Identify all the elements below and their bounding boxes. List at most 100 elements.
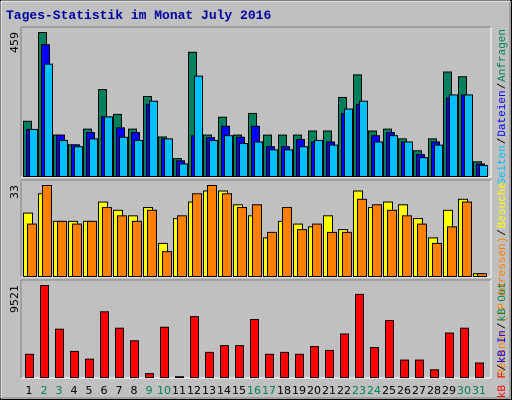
bar: [385, 319, 394, 379]
bar: [175, 376, 184, 378]
x-tick-label: 3: [56, 384, 63, 397]
legend-separator: /: [497, 83, 509, 90]
x-tick-label: 17: [262, 384, 276, 397]
bar: [404, 141, 413, 177]
x-tick-label: 10: [157, 384, 171, 397]
bar: [327, 231, 337, 277]
bar: [235, 345, 244, 378]
bar: [464, 94, 473, 177]
bar: [220, 345, 229, 378]
y-tick-label: 459: [8, 32, 21, 53]
bar: [419, 157, 428, 177]
bar: [357, 198, 367, 277]
bar: [417, 223, 427, 278]
legend-label: Dateien: [497, 90, 509, 136]
x-tick-label: 15: [232, 384, 246, 397]
x-tick-label: 8: [131, 384, 138, 397]
y-tick-label: 9521: [8, 285, 21, 313]
bar: [70, 350, 79, 379]
bar: [462, 201, 472, 277]
bar: [295, 353, 304, 379]
bar: [130, 340, 139, 378]
x-tick-label: 31: [472, 384, 486, 397]
x-tick-label: 20: [307, 384, 321, 397]
bar: [160, 326, 169, 378]
legend-label: kB Out: [497, 282, 509, 322]
bar: [42, 185, 52, 277]
bar: [40, 285, 49, 378]
bar: [25, 353, 34, 379]
bar: [222, 193, 232, 277]
bar: [190, 316, 199, 379]
bar: [282, 207, 292, 277]
bar: [284, 149, 293, 177]
bar: [344, 108, 353, 177]
bar: [314, 139, 323, 177]
bar: [340, 333, 349, 379]
bar: [119, 136, 128, 178]
x-tick-label: 9: [146, 384, 153, 397]
bar: [374, 141, 383, 177]
bar: [207, 185, 217, 277]
legend-label: kB F: [497, 372, 509, 398]
bar: [432, 242, 442, 277]
x-tick-label: 16: [247, 384, 261, 397]
bar: [415, 359, 424, 379]
bar: [44, 63, 53, 177]
x-tick-label: 21: [322, 384, 336, 397]
bar: [449, 94, 458, 177]
bar: [177, 215, 187, 277]
bar: [205, 351, 214, 378]
bar: [280, 351, 289, 378]
y-tick-label: 33: [8, 185, 21, 199]
bar: [475, 362, 484, 379]
bar: [254, 141, 263, 177]
bar: [445, 332, 454, 378]
bar: [132, 220, 142, 277]
bar: [57, 220, 67, 277]
bar: [389, 135, 398, 177]
bar: [477, 273, 487, 278]
legend-label: kB In: [497, 330, 509, 363]
bar: [164, 138, 173, 177]
bar: [460, 327, 469, 378]
x-tick-label: 28: [427, 384, 441, 397]
bar: [299, 146, 308, 177]
bar: [447, 226, 457, 277]
bar: [402, 215, 412, 277]
x-tick-label: 26: [397, 384, 411, 397]
bar: [267, 231, 277, 277]
bar: [179, 163, 188, 177]
x-tick-label: 29: [442, 384, 456, 397]
x-tick-label: 27: [412, 384, 426, 397]
bar: [87, 220, 97, 277]
legend-separator: /: [497, 229, 509, 236]
x-tick-label: 1: [26, 384, 33, 397]
bar: [250, 319, 259, 378]
bar: [359, 100, 368, 177]
bar: [162, 251, 172, 278]
bar: [312, 223, 322, 278]
bar: [115, 327, 124, 378]
x-tick-label: 5: [86, 384, 93, 397]
bar: [342, 231, 352, 277]
bar: [55, 328, 64, 379]
x-tick-label: 6: [101, 384, 108, 397]
bar: [355, 293, 364, 378]
legend-separator: /: [497, 323, 509, 330]
x-tick-label: 19: [292, 384, 306, 397]
x-tick-label: 22: [337, 384, 351, 397]
bar: [224, 135, 233, 177]
bar: [252, 204, 262, 277]
legend-label: Besuche: [497, 182, 509, 228]
bar: [117, 215, 127, 277]
bar: [400, 359, 409, 379]
bar: [104, 116, 113, 177]
x-tick-label: 13: [202, 384, 216, 397]
bar: [310, 346, 319, 379]
bar: [192, 193, 202, 277]
x-tick-label: 12: [187, 384, 201, 397]
bar: [325, 349, 334, 379]
bar: [297, 229, 307, 278]
